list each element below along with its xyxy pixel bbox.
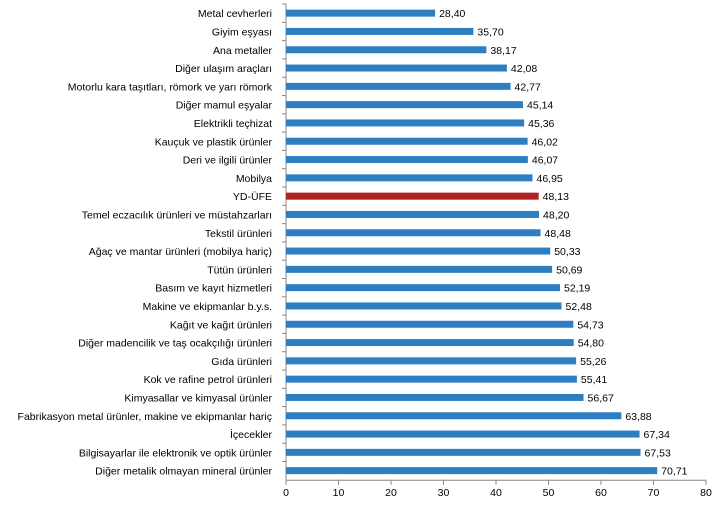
data-label: 54,73 <box>577 319 603 331</box>
x-tick-label: 80 <box>700 487 712 499</box>
bar <box>286 284 560 292</box>
bar <box>286 357 577 365</box>
bar-highlight <box>286 192 539 200</box>
category-label: Elektrikli teçhizat <box>194 118 272 130</box>
bar <box>286 375 577 383</box>
x-tick-label: 10 <box>333 487 345 499</box>
category-label: İçecekler <box>230 428 273 441</box>
data-label: 46,07 <box>532 155 558 167</box>
bar <box>286 320 574 328</box>
category-label: Mobilya <box>236 173 272 185</box>
bar <box>286 137 528 145</box>
bar <box>286 27 474 35</box>
data-label: 45,36 <box>528 118 554 130</box>
category-label: Makine ve ekipmanlar b.y.s. <box>143 301 272 313</box>
category-label: Diğer ulaşım araçları <box>175 63 272 75</box>
bar <box>286 448 641 456</box>
data-label: 28,40 <box>439 8 465 20</box>
category-label: YD-ÜFE <box>233 191 272 203</box>
x-tick-label: 20 <box>385 487 397 499</box>
data-label: 70,71 <box>661 466 687 478</box>
data-label: 42,08 <box>511 63 537 75</box>
data-label: 48,13 <box>543 191 569 203</box>
category-label: Temel eczacılık ürünleri ve müstahzarlar… <box>82 209 272 221</box>
category-label: Diğer metalik olmayan mineral ürünler <box>95 466 272 478</box>
bar <box>286 393 584 401</box>
data-label: 56,67 <box>588 392 614 404</box>
bar <box>286 229 541 237</box>
category-label: Giyim eşyası <box>212 26 272 38</box>
data-label: 50,33 <box>554 246 580 258</box>
data-label: 54,80 <box>578 338 604 350</box>
bar <box>286 119 525 127</box>
data-label: 67,34 <box>644 429 670 441</box>
bar <box>286 247 551 255</box>
category-label: Kok ve rafine petrol ürünleri <box>144 374 272 386</box>
data-label: 55,41 <box>581 374 607 386</box>
category-label: Deri ve ilgili ürünler <box>183 155 273 167</box>
data-label: 35,70 <box>477 26 503 38</box>
category-label: Diğer mamul eşyalar <box>176 100 273 112</box>
bar <box>286 101 523 109</box>
bar <box>286 467 658 475</box>
bar <box>286 64 507 72</box>
category-label: Kağıt ve kağıt ürünleri <box>170 319 272 331</box>
data-label: 42,77 <box>515 81 541 93</box>
category-label: Motorlu kara taşıtları, römork ve yarı r… <box>68 81 273 93</box>
category-label: Gıda ürünleri <box>211 356 272 368</box>
bar <box>286 339 574 347</box>
bar <box>286 174 533 182</box>
category-label: Kimyasallar ve kimyasal ürünler <box>124 392 272 404</box>
data-label: 46,95 <box>536 173 562 185</box>
data-label: 45,14 <box>527 100 553 112</box>
data-label: 55,26 <box>580 356 606 368</box>
x-tick-label: 40 <box>490 487 502 499</box>
bar <box>286 302 562 310</box>
bar <box>286 82 511 90</box>
category-label: Basım ve kayıt hizmetleri <box>155 283 272 295</box>
x-tick-label: 60 <box>595 487 607 499</box>
x-tick-label: 30 <box>438 487 450 499</box>
data-label: 48,20 <box>543 209 569 221</box>
x-tick-label: 70 <box>648 487 660 499</box>
x-tick-label: 50 <box>543 487 555 499</box>
bar <box>286 265 553 273</box>
data-label: 48,48 <box>545 228 571 240</box>
data-label: 52,48 <box>566 301 592 313</box>
category-label: Bilgisayarlar ile elektronik ve optik ür… <box>79 447 273 459</box>
data-label: 38,17 <box>490 45 516 57</box>
category-label: Ana metaller <box>213 45 272 57</box>
bar <box>286 210 540 218</box>
bar <box>286 156 528 164</box>
data-label: 46,02 <box>532 136 558 148</box>
x-tick-label: 0 <box>283 487 289 499</box>
category-label: Kauçuk ve plastik ürünler <box>155 136 273 148</box>
category-label: Diğer madencilik ve taş ocakçılığı ürünl… <box>78 338 272 350</box>
category-label: Metal cevherleri <box>198 8 272 20</box>
data-label: 67,53 <box>645 447 671 459</box>
category-label: Fabrikasyon metal ürünler, makine ve eki… <box>18 411 272 423</box>
category-label: Ağaç ve mantar ürünleri (mobilya hariç) <box>89 246 272 258</box>
data-label: 50,69 <box>556 264 582 276</box>
category-label: Tekstil ürünleri <box>205 228 272 240</box>
data-label: 52,19 <box>564 283 590 295</box>
bar <box>286 412 622 420</box>
bar <box>286 9 436 17</box>
bar <box>286 430 640 438</box>
category-label: Tütün ürünleri <box>207 264 272 276</box>
bar <box>286 46 487 54</box>
data-label: 63,88 <box>625 411 651 423</box>
